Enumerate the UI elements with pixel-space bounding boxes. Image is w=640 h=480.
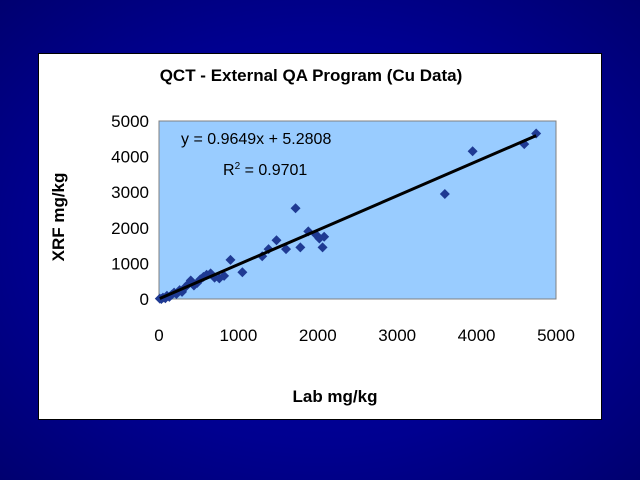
y-axis-ticks: 0 1000 2000 3000 4000 5000 [111,112,149,309]
data-point [319,231,330,242]
data-point [188,280,199,291]
y-tick-label: 3000 [111,183,149,202]
x-tick-label: 2000 [299,326,337,345]
r-squared-exponent: 2 [235,161,241,172]
data-point [317,242,328,253]
y-tick-label: 0 [140,290,149,309]
y-tick-label: 1000 [111,254,149,273]
x-tick-label: 1000 [219,326,257,345]
y-tick-label: 4000 [111,148,149,167]
r-squared-label: R2 = 0.9701 [223,161,307,179]
y-tick-label: 5000 [111,112,149,131]
r-squared-value: = 0.9701 [240,162,307,179]
x-axis-ticks: 0 1000 2000 3000 4000 5000 [154,326,575,345]
chart-panel: QCT - External QA Program (Cu Data) 0 100… [38,53,602,420]
data-point [171,289,182,300]
x-axis-title: Lab mg/kg [292,387,377,406]
chart-svg: QCT - External QA Program (Cu Data) 0 100… [49,66,575,406]
data-point [225,254,236,265]
trendline-equation: y = 0.9649x + 5.2808 [181,131,331,148]
y-tick-label: 2000 [111,219,149,238]
x-tick-label: 4000 [458,326,496,345]
data-point [214,273,225,284]
chart-title: QCT - External QA Program (Cu Data) [160,66,463,85]
data-point [439,188,450,199]
x-tick-label: 5000 [537,326,575,345]
x-tick-label: 0 [154,326,163,345]
data-point [237,267,248,278]
data-point [295,242,306,253]
r-squared-prefix: R [223,162,235,179]
trendline-group [159,134,537,300]
data-point [271,235,282,246]
data-point [290,203,301,214]
x-tick-label: 3000 [378,326,416,345]
data-point [467,146,478,157]
data-point [219,270,230,281]
trendline [159,134,537,300]
data-point [281,244,292,255]
y-axis-title: XRF mg/kg [49,173,68,262]
